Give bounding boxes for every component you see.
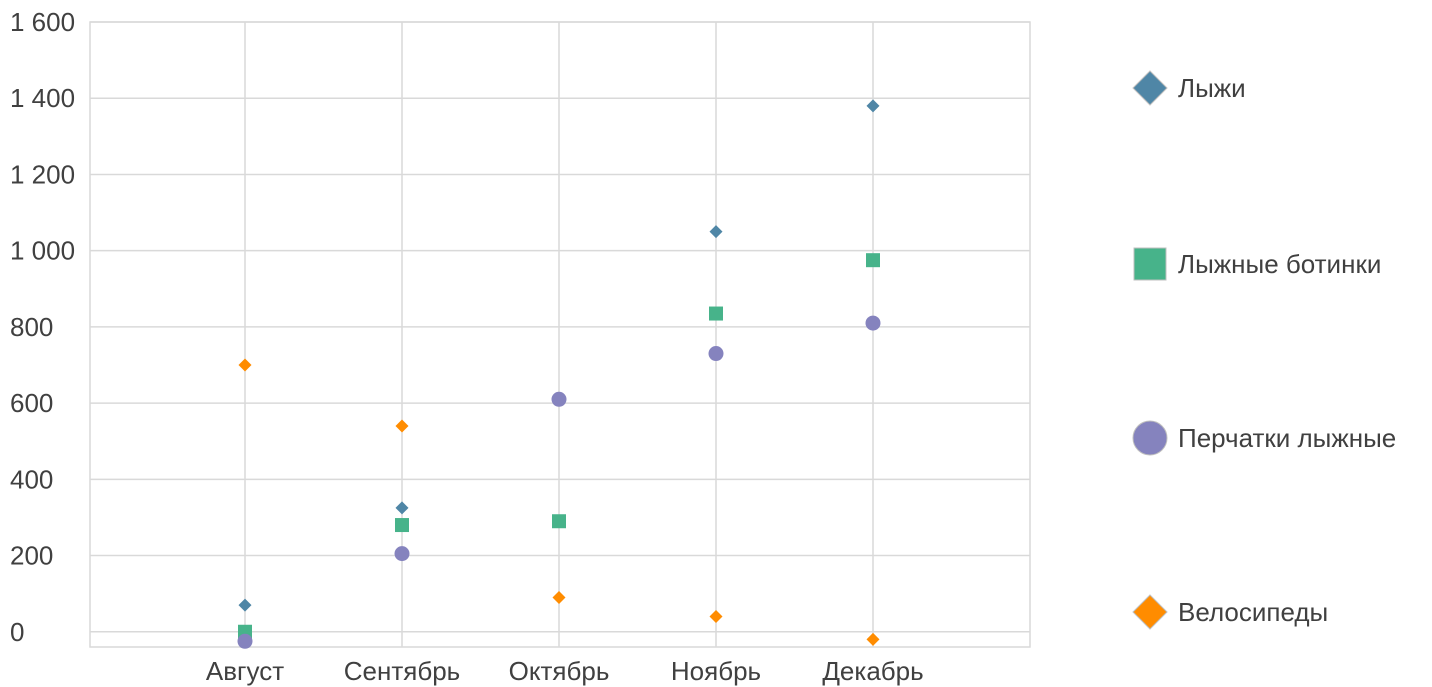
plot-border [89,21,1031,648]
x-tick-label: Октябрь [509,656,610,686]
x-tick-label: Декабрь [822,656,923,686]
y-tick-label: 1 600 [10,7,75,37]
y-tick-label: 1 000 [10,236,75,266]
legend-marker [1132,420,1168,456]
data-point [552,590,566,604]
data-point [394,546,410,562]
y-tick-label: 600 [10,388,53,418]
legend-label: Велосипеды [1178,597,1328,627]
legend-marker [1133,247,1167,281]
legend: Лыжи Лыжные ботинки Перчатки лыжные Велосип… [1132,70,1396,630]
data-point [237,633,253,649]
legend-label: Лыжи [1178,73,1246,103]
data-point [395,518,409,533]
y-tick-label: 400 [10,464,53,494]
data-point [865,315,881,331]
grid [89,21,1031,648]
legend-marker [1132,594,1168,630]
data-point [709,225,723,239]
x-tick-label: Ноябрь [671,656,761,686]
data-point [395,501,409,515]
data-point [395,419,409,433]
data-point [866,632,880,646]
y-tick-label: 0 [10,617,24,647]
data-point [709,306,723,321]
x-axis: Август Сентябрь Октябрь Ноябрь Декабрь [206,656,924,686]
data-points [237,99,881,649]
y-tick-label: 1 200 [10,159,75,189]
x-tick-label: Сентябрь [344,656,460,686]
y-tick-label: 800 [10,312,53,342]
data-point [866,99,880,113]
data-point [709,610,723,624]
data-point [866,253,880,268]
legend-label: Лыжные ботинки [1178,249,1381,279]
legend-marker [1132,70,1168,106]
data-point [238,598,252,612]
legend-label: Перчатки лыжные [1178,423,1396,453]
data-point [551,391,567,407]
x-tick-label: Август [206,656,284,686]
data-point [552,514,566,529]
y-tick-label: 200 [10,541,53,571]
y-tick-label: 1 400 [10,83,75,113]
data-point [708,346,724,362]
data-point [238,358,252,372]
y-axis: 0 200 400 600 800 1 000 1 200 1 400 1 600 [10,7,75,647]
